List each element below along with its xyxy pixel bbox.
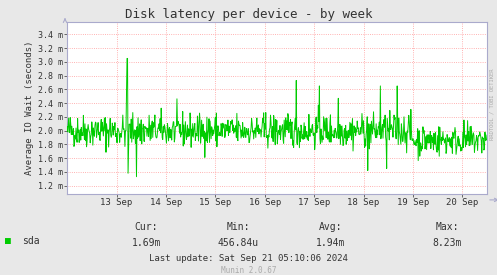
Text: 8.23m: 8.23m: [432, 238, 462, 248]
Text: sda: sda: [22, 236, 40, 246]
Text: Min:: Min:: [227, 222, 250, 232]
Text: Munin 2.0.67: Munin 2.0.67: [221, 266, 276, 275]
Y-axis label: Average IO Wait (seconds): Average IO Wait (seconds): [25, 41, 34, 175]
Text: 456.84u: 456.84u: [218, 238, 259, 248]
Text: 1.69m: 1.69m: [132, 238, 162, 248]
Text: ■: ■: [5, 236, 11, 246]
Text: Disk latency per device - by week: Disk latency per device - by week: [125, 8, 372, 21]
Text: Max:: Max:: [435, 222, 459, 232]
Text: RRDTOOL / TOBI OETIKER: RRDTOOL / TOBI OETIKER: [490, 69, 495, 140]
Text: Last update: Sat Sep 21 05:10:06 2024: Last update: Sat Sep 21 05:10:06 2024: [149, 254, 348, 263]
Text: Cur:: Cur:: [135, 222, 159, 232]
Text: 1.94m: 1.94m: [316, 238, 345, 248]
Text: Avg:: Avg:: [319, 222, 342, 232]
